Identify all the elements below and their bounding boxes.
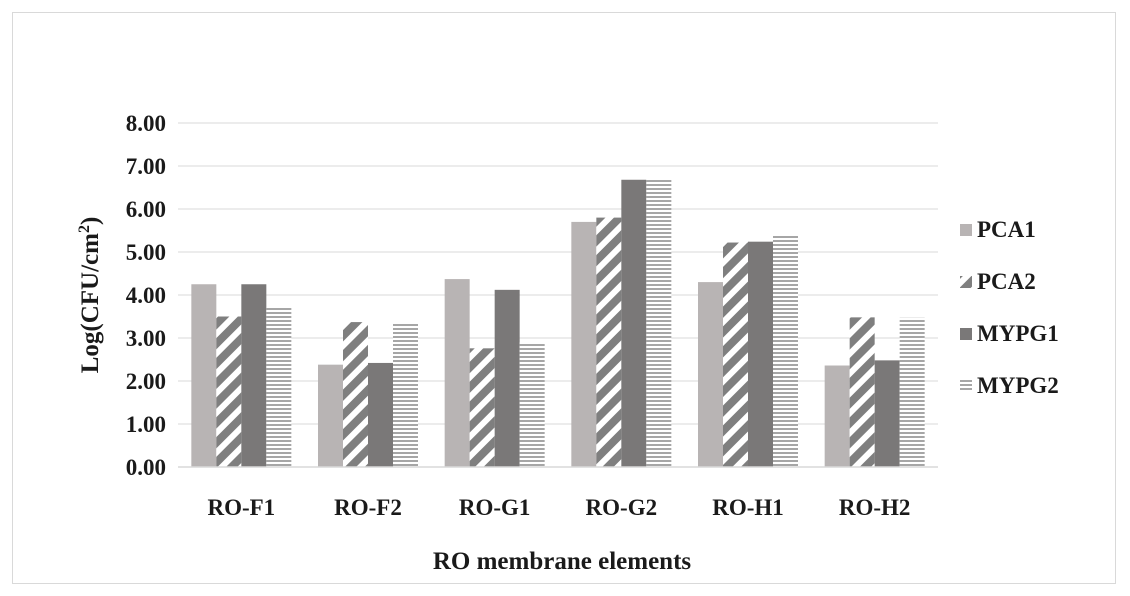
y-tick-label: 6.00 (126, 197, 166, 222)
bar-mypg2-ro-h1 (773, 235, 798, 467)
bar-pca2-ro-h2 (849, 317, 875, 467)
bar-pca1-ro-g2 (571, 221, 597, 467)
legend-swatch-pca2 (960, 276, 972, 288)
bar-mypg2-ro-f1 (266, 307, 292, 467)
x-tick-label: RO-G2 (586, 495, 658, 520)
legend-swatch-pca1 (960, 224, 972, 236)
bar-pca1-ro-g1 (444, 279, 470, 467)
bar-pca2-ro-g1 (469, 348, 495, 467)
bar-mypg1-ro-g2 (621, 179, 647, 467)
y-axis-title: Log(CFU/cm2) (76, 217, 104, 374)
legend-label-pca1: PCA1 (977, 217, 1036, 242)
bars (191, 178, 925, 467)
legend-swatch-mypg1 (960, 328, 972, 340)
bar-pca1-ro-f2 (318, 364, 343, 467)
bar-mypg1-ro-h2 (874, 360, 900, 467)
bar-pca2-ro-f1 (216, 316, 242, 467)
bar-mypg1-ro-f2 (368, 362, 393, 467)
bar-pca2-ro-f2 (343, 322, 368, 467)
y-axis-title-sup: 2 (76, 225, 93, 233)
bar-pca1-ro-h1 (698, 282, 723, 467)
x-tick-label: RO-H1 (712, 495, 784, 520)
y-tick-label: 7.00 (126, 154, 166, 179)
bar-mypg2-ro-g1 (519, 342, 545, 467)
legend-label-pca2: PCA2 (977, 269, 1036, 294)
bar-mypg2-ro-h2 (899, 317, 925, 467)
axes: 0.00 1.00 2.00 3.00 4.00 5.00 6.00 7.00 8.00 RO-F… (126, 111, 938, 520)
legend-label-mypg1: MYPG1 (977, 321, 1059, 346)
x-tick-label: RO-F2 (334, 495, 402, 520)
bar-pca1-ro-f1 (191, 284, 217, 467)
y-axis-title-end: ) (77, 217, 104, 225)
legend-swatch-mypg2 (960, 380, 972, 392)
x-tick-label: RO-F1 (207, 495, 275, 520)
gridlines (178, 122, 938, 425)
y-tick-label: 8.00 (126, 111, 166, 136)
y-tick-label: 0.00 (126, 455, 166, 480)
y-tick-label: 5.00 (126, 240, 166, 265)
y-tick-label: 3.00 (126, 326, 166, 351)
y-axis-title-main: Log(CFU/cm (77, 233, 104, 373)
bar-mypg1-ro-f1 (241, 284, 267, 467)
x-tick-label: RO-G1 (459, 495, 531, 520)
bar-pca2-ro-h1 (723, 242, 748, 467)
bar-mypg2-ro-g2 (646, 178, 672, 467)
y-tick-label: 2.00 (126, 369, 166, 394)
y-tick-label: 1.00 (126, 412, 166, 437)
bar-pca1-ro-h2 (824, 365, 850, 467)
bar-mypg2-ro-f2 (393, 323, 418, 467)
bar-mypg1-ro-g1 (494, 289, 520, 467)
bar-pca2-ro-g2 (596, 217, 622, 467)
x-tick-label: RO-H2 (839, 495, 911, 520)
y-tick-label: 4.00 (126, 283, 166, 308)
bar-mypg1-ro-h1 (748, 241, 773, 467)
x-axis-title: RO membrane elements (433, 548, 692, 575)
legend: PCA1 PCA2 MYPG1 MYPG2 (960, 217, 1059, 398)
legend-label-mypg2: MYPG2 (977, 373, 1059, 398)
